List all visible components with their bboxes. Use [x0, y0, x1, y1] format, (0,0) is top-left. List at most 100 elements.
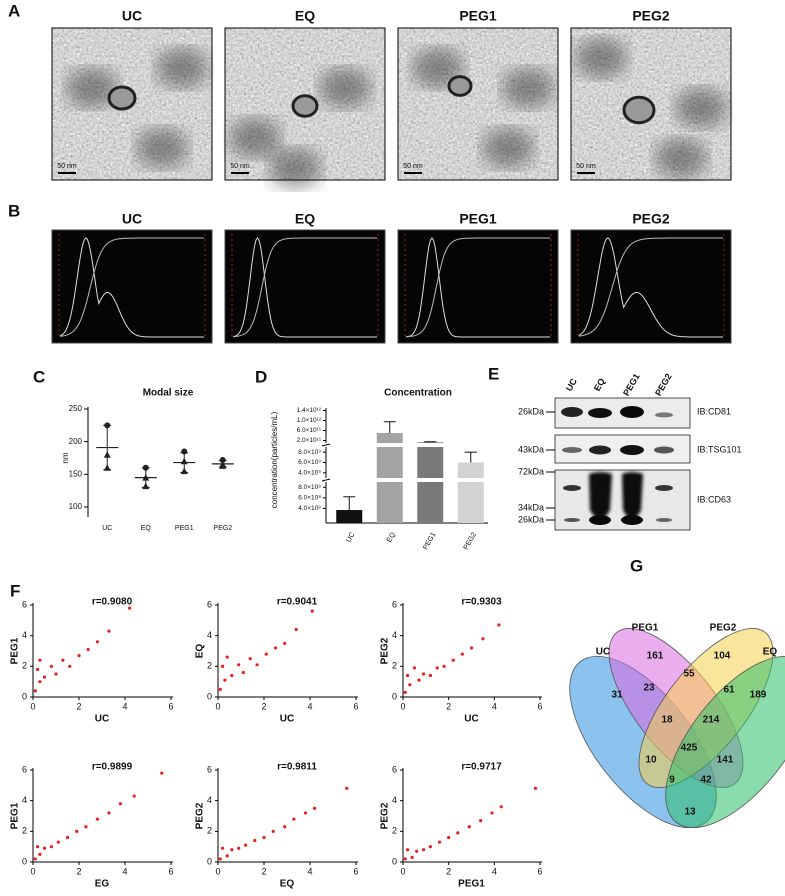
- data-point: [244, 843, 248, 847]
- smear: [589, 472, 612, 519]
- y-axis-label: nm: [61, 452, 70, 463]
- antibody-label: IB:CD81: [697, 406, 731, 416]
- y-tick-label: 0: [207, 856, 212, 866]
- data-point: [405, 673, 410, 678]
- data-point: [54, 672, 58, 676]
- data-point: [95, 640, 99, 644]
- set-label: UC: [596, 647, 610, 658]
- region-count: 104: [714, 651, 731, 662]
- data-point: [42, 675, 47, 679]
- y-tick-label: 0: [392, 691, 397, 701]
- nta-plot: [397, 229, 559, 344]
- y-tick-label: 100: [69, 502, 83, 511]
- data-point: [456, 831, 460, 835]
- dark-region: [229, 118, 281, 158]
- image-title: PEG2: [632, 8, 670, 24]
- nta-distribution: [578, 237, 723, 338]
- bar-continuation: [457, 482, 484, 523]
- y-tick-label: 200: [69, 437, 83, 446]
- x-tick-label: EQ: [386, 531, 397, 544]
- chart-title: Modal size: [143, 388, 194, 399]
- scale-bar-label: 50 nm: [230, 163, 250, 170]
- region-count: 425: [681, 743, 698, 754]
- data-point: [181, 448, 188, 455]
- data-point: [345, 786, 349, 791]
- band: [620, 445, 644, 455]
- x-tick-label: 6: [168, 701, 173, 711]
- data-point: [42, 846, 47, 850]
- y-tick-label: 6: [207, 764, 212, 774]
- band: [655, 485, 673, 491]
- dark-region: [66, 68, 118, 108]
- region-count: 10: [645, 755, 657, 766]
- y-tick-label: 4: [207, 630, 212, 640]
- panel-label: G: [630, 556, 643, 575]
- data-point: [479, 819, 483, 823]
- dark-region: [156, 48, 208, 88]
- data-point: [283, 825, 287, 829]
- chart-title: Concentration: [384, 388, 452, 399]
- y-tick-label: 4: [392, 795, 397, 805]
- panel-label: B: [8, 201, 20, 220]
- band: [562, 447, 582, 453]
- x-tick-label: 6: [353, 866, 358, 876]
- x-tick-label: UC: [102, 525, 112, 532]
- region-count: 189: [750, 690, 767, 701]
- y-tick-label: 6.0×10¹¹: [297, 427, 322, 434]
- region-count: 13: [684, 807, 696, 818]
- x-tick-label: 2: [261, 866, 266, 876]
- data-point: [230, 848, 234, 852]
- nta-distribution: [405, 237, 550, 338]
- bar: [376, 433, 403, 443]
- data-point: [490, 811, 494, 815]
- x-axis-label: UC: [280, 714, 294, 725]
- data-point: [253, 838, 257, 843]
- y-tick-label: 2: [22, 826, 27, 836]
- tem-image: [397, 27, 559, 181]
- region-count: 18: [661, 715, 673, 726]
- data-point: [103, 451, 111, 458]
- data-point: [223, 678, 227, 682]
- band: [561, 407, 583, 417]
- data-point: [230, 673, 234, 678]
- band: [656, 518, 672, 522]
- x-tick-label: PEG2: [213, 525, 232, 532]
- data-point: [38, 852, 42, 856]
- y-tick-label: 0: [207, 691, 212, 701]
- data-point: [38, 680, 42, 684]
- y-tick-label: 4: [22, 795, 27, 805]
- data-point: [65, 835, 70, 840]
- dark-region: [575, 38, 627, 78]
- data-point: [421, 672, 426, 676]
- data-point: [408, 683, 412, 687]
- data-point: [303, 811, 307, 815]
- nta-cumulative: [578, 237, 723, 337]
- plot-title: EQ: [295, 211, 315, 227]
- y-axis-label: EQ: [195, 644, 206, 659]
- x-tick-label: 0: [30, 701, 35, 711]
- nta-cumulative: [405, 237, 550, 338]
- region-count: 141: [717, 755, 734, 766]
- y-tick-label: 4: [392, 630, 397, 640]
- y-tick-label: 2: [22, 661, 27, 671]
- y-tick-label: 6: [22, 764, 27, 774]
- scale-bar-label: 50 nm: [576, 163, 596, 170]
- data-point: [160, 771, 164, 775]
- region-count: 214: [703, 715, 720, 726]
- x-tick-label: 4: [122, 701, 127, 711]
- data-point: [403, 857, 407, 861]
- vesicle: [622, 95, 656, 125]
- x-tick-label: 6: [537, 866, 542, 876]
- data-point: [142, 464, 149, 471]
- x-tick-label: 6: [168, 866, 173, 876]
- dark-region: [502, 68, 554, 108]
- bar: [336, 510, 363, 523]
- y-tick-label: 8.0×10⁸: [298, 484, 321, 491]
- x-tick-label: EQ: [141, 525, 152, 532]
- nta-cumulative: [232, 237, 377, 338]
- data-point: [271, 829, 275, 833]
- x-tick-label: 2: [446, 701, 451, 711]
- bar-continuation: [376, 447, 403, 478]
- data-point: [437, 840, 442, 844]
- y-tick-label: 2: [392, 826, 397, 836]
